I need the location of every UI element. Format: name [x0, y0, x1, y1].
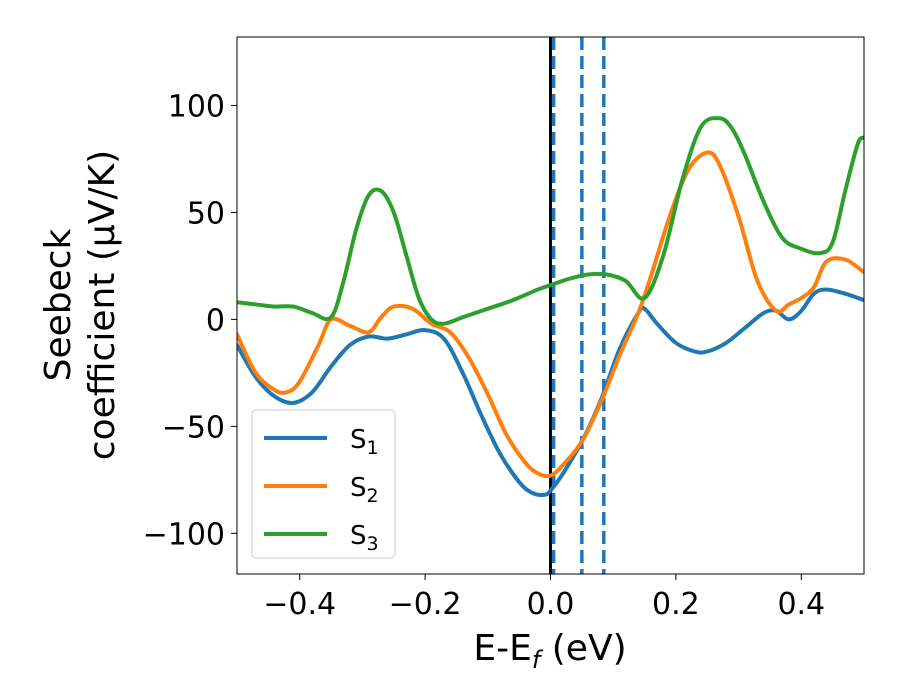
x-axis-ticks: −0.4 −0.2 0.0 0.2 0.4 [263, 574, 825, 622]
reference-lines [549, 37, 606, 574]
legend: S1 S2 S3 [251, 409, 396, 559]
legend-label-s2: S2 [350, 473, 379, 507]
x-axis-label: E-Ef (eV) [473, 628, 626, 674]
x-tick-label: 0.0 [527, 587, 575, 622]
y-tick-label: 100 [168, 89, 225, 124]
y-tick-label: 0 [206, 303, 225, 338]
x-tick-label: −0.4 [263, 587, 336, 622]
y-tick-label: 50 [187, 196, 225, 231]
x-axis-label-main: E-E [473, 628, 531, 669]
y-axis-ticks: −100 −50 0 50 100 [143, 89, 237, 552]
legend-label-s1: S1 [350, 425, 379, 459]
y-axis-label: Seebeck coefficient (μV/K) [38, 150, 123, 460]
x-tick-label: −0.2 [389, 587, 462, 622]
series-line-s2 [237, 150, 864, 479]
y-tick-label: −100 [143, 517, 225, 552]
y-axis-label-line1: Seebeck [38, 228, 79, 381]
series-lines [237, 116, 864, 497]
x-tick-label: 0.2 [652, 587, 700, 622]
y-axis-label-line2: coefficient (μV/K) [82, 150, 123, 460]
y-tick-label: −50 [162, 410, 225, 445]
x-tick-label: 0.4 [777, 587, 825, 622]
legend-label-s3: S3 [350, 521, 379, 555]
series-line-s3 [237, 116, 864, 326]
x-axis-label-unit: (eV) [540, 628, 626, 669]
